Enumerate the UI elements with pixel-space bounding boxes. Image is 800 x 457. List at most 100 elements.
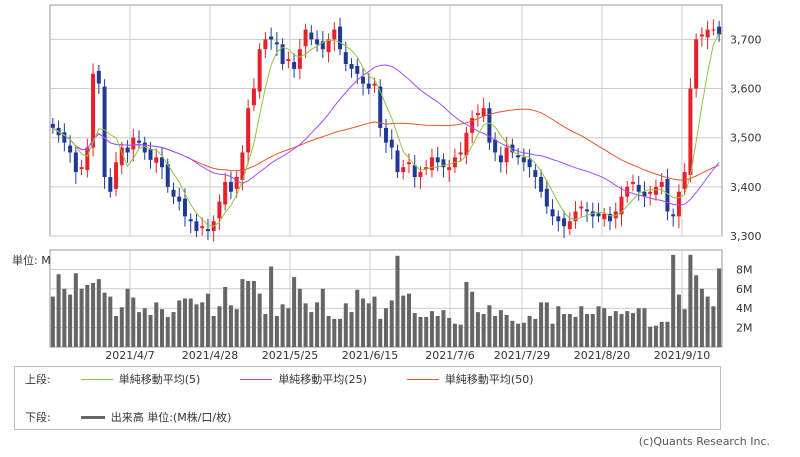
volume-bar: [389, 300, 394, 347]
candle-body: [441, 159, 446, 168]
candle-body: [246, 108, 251, 153]
candle-body: [527, 159, 532, 168]
volume-bar: [475, 312, 480, 347]
legend-ma25-swatch: [240, 378, 273, 380]
candle-body: [705, 29, 710, 38]
volume-bar: [602, 308, 607, 347]
volume-bar: [550, 323, 555, 347]
candle-body: [378, 86, 383, 128]
volume-bar: [682, 309, 687, 347]
volume-bar: [642, 308, 647, 347]
candle-body: [188, 219, 193, 222]
candle-body: [659, 181, 664, 187]
volume-bar: [521, 322, 526, 347]
candle-body: [125, 147, 130, 153]
x-tick-label: 2021/6/15: [342, 349, 398, 362]
candle-body: [251, 88, 256, 106]
volume-tick-label: 2M: [736, 322, 753, 335]
volume-bar: [424, 316, 429, 347]
candle-body: [533, 170, 538, 178]
volume-bar: [114, 315, 119, 347]
candle-body: [630, 181, 635, 184]
candle-body: [671, 214, 676, 217]
candle-body: [343, 52, 348, 64]
legend-ma25-label: 単純移動平均(25): [278, 373, 367, 386]
candle-body: [481, 108, 486, 117]
candle-body: [102, 86, 107, 178]
volume-bar: [234, 309, 239, 347]
volume-bar: [79, 288, 84, 347]
candle-body: [119, 147, 124, 166]
volume-bar: [470, 291, 475, 347]
volume-bar: [177, 300, 182, 347]
candle-body: [470, 118, 475, 133]
volume-bar: [108, 296, 113, 347]
volume-bar: [355, 289, 360, 347]
candle-body: [73, 152, 78, 173]
legend-ma5-swatch: [80, 378, 113, 380]
volume-bar: [188, 298, 193, 347]
volume-bar: [194, 304, 199, 347]
candle-body: [412, 165, 417, 178]
volume-bar: [171, 312, 176, 347]
candle-body: [458, 152, 463, 155]
candle-body: [475, 113, 480, 116]
candle-body: [114, 162, 119, 189]
candle-body: [567, 221, 572, 230]
candle-body: [607, 213, 613, 222]
volume-bar: [527, 315, 532, 347]
volume-bar: [579, 306, 584, 347]
volume-bar: [671, 254, 676, 347]
candle-body: [694, 39, 699, 89]
legend-lower-row: 下段: 出来高 単位:(M株/口/枚): [25, 409, 231, 425]
volume-bar: [142, 308, 147, 347]
price-tick-label: 3,600: [730, 83, 762, 96]
volume-bar: [544, 302, 549, 347]
candle-body: [642, 191, 647, 197]
volume-bar: [464, 282, 469, 347]
volume-bar: [343, 303, 348, 347]
candle-body: [148, 149, 153, 160]
candle-body: [401, 167, 406, 173]
candle-body: [493, 139, 498, 153]
candle-body: [223, 181, 228, 205]
volume-bar: [607, 315, 613, 347]
volume-tick-label: 6M: [736, 283, 753, 296]
volume-bar: [711, 306, 716, 347]
candle-body: [613, 211, 618, 219]
candle-body: [286, 59, 291, 62]
volume-bar: [596, 306, 601, 347]
candle-body: [619, 196, 624, 215]
volume-unit-label: 単位: M: [12, 253, 51, 267]
volume-bar: [246, 281, 251, 347]
candle-body: [487, 108, 492, 143]
legend-volume-label: 出来高 単位:(M株/口/枚): [110, 411, 232, 424]
volume-bar: [154, 302, 159, 347]
candle-body: [521, 157, 526, 163]
volume-tick-label: 4M: [736, 302, 753, 315]
candle-body: [108, 177, 113, 192]
volume-bar: [68, 294, 73, 347]
candle-body: [665, 178, 670, 212]
copyright-credit: (c)Quants Research Inc.: [638, 435, 770, 448]
candle-body: [96, 70, 101, 84]
volume-bar: [269, 266, 274, 347]
candle-body: [315, 39, 320, 45]
candle-body: [361, 76, 366, 84]
candle-body: [562, 218, 567, 227]
volume-bar: [383, 308, 389, 347]
candle-body: [62, 132, 67, 143]
volume-bar: [372, 296, 377, 347]
candle-body: [171, 189, 176, 197]
ma25-line: [52, 64, 720, 206]
volume-bar: [274, 315, 279, 347]
volume-bar: [699, 288, 704, 347]
volume-bar: [418, 316, 423, 347]
candle-body: [165, 164, 170, 187]
candle-body: [234, 177, 239, 189]
candle-body: [676, 191, 681, 217]
candle-body: [91, 73, 96, 148]
candle-body: [435, 157, 440, 163]
legend-ma5-label: 単純移動平均(5): [118, 373, 201, 386]
